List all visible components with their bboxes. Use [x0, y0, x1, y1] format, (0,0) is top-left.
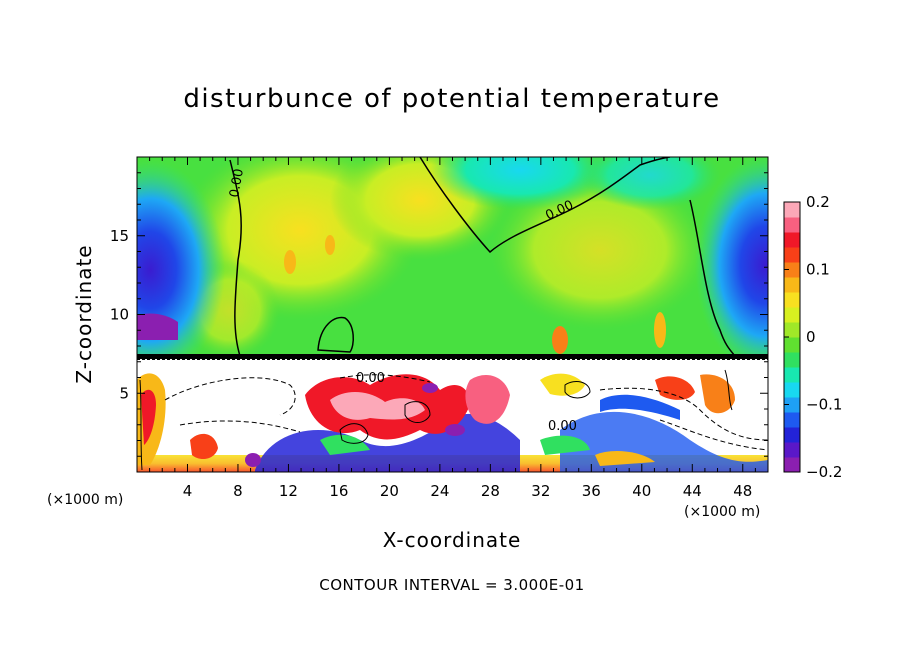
- colorbar-swatch: [784, 337, 800, 353]
- x-unit-right: (×1000 m): [684, 504, 760, 520]
- y-tick-label: 5: [119, 384, 129, 402]
- x-tick-label: 48: [733, 482, 752, 500]
- colorbar-tick-label: 0.1: [806, 261, 830, 279]
- x-unit-left: (×1000 m): [47, 492, 123, 508]
- colorbar-ticks: 0.2 0.1 0 −0.1 −0.2: [784, 193, 842, 481]
- x-tick-label: 16: [329, 482, 348, 500]
- colorbar-swatch: [784, 442, 800, 458]
- colorbar-swatch: [784, 412, 800, 428]
- contour-label: 0.00: [227, 168, 247, 199]
- x-axis-label: X-coordinate: [383, 528, 522, 552]
- x-tick-label: 40: [632, 482, 651, 500]
- colorbar-swatch: [784, 262, 800, 278]
- colorbar-swatch: [784, 202, 800, 218]
- colorbar-swatch: [784, 367, 800, 383]
- x-axis: 4 8 12 16 20 24 28 32 36 40 44 48: [149, 157, 756, 500]
- colorbar-tick-label: 0.2: [806, 193, 830, 211]
- x-tick-label: 28: [481, 482, 500, 500]
- colorbar-swatch: [784, 232, 800, 248]
- x-tick-label: 20: [380, 482, 399, 500]
- x-tick-label: 8: [233, 482, 243, 500]
- chart-title: disturbunce of potential temperature: [183, 84, 721, 114]
- colorbar-swatch: [784, 397, 800, 413]
- contour-label: 0.00: [356, 371, 385, 386]
- colorbar-swatch: [784, 382, 800, 398]
- y-axis: 5 10 15: [110, 172, 768, 457]
- colorbar-swatch: [784, 352, 800, 368]
- heatmap-field: [137, 157, 768, 472]
- colorbar-swatch: [784, 247, 800, 263]
- colorbar-swatch: [784, 427, 800, 443]
- contour-interval-text: CONTOUR INTERVAL = 3.000E-01: [319, 576, 585, 594]
- colorbar: [783, 201, 801, 473]
- colorbar-swatch: [784, 277, 800, 293]
- colorbar-swatch: [784, 292, 800, 308]
- x-tick-label: 4: [183, 482, 193, 500]
- contour-label: 0.00: [548, 419, 577, 434]
- colorbar-tick-label: −0.1: [806, 396, 842, 414]
- colorbar-swatch: [784, 307, 800, 323]
- x-tick-label: 32: [531, 482, 550, 500]
- x-tick-label: 12: [279, 482, 298, 500]
- colorbar-swatch: [784, 457, 800, 473]
- x-tick-label: 36: [582, 482, 601, 500]
- colorbar-swatch: [784, 217, 800, 233]
- y-tick-label: 15: [110, 227, 129, 245]
- x-tick-label: 24: [430, 482, 449, 500]
- colorbar-tick-label: −0.2: [806, 463, 842, 481]
- y-tick-label: 10: [110, 306, 129, 324]
- colorbar-swatch: [784, 322, 800, 338]
- y-axis-label: Z-coordinate: [72, 244, 96, 383]
- x-tick-label: 44: [683, 482, 702, 500]
- colorbar-tick-label: 0: [806, 328, 816, 346]
